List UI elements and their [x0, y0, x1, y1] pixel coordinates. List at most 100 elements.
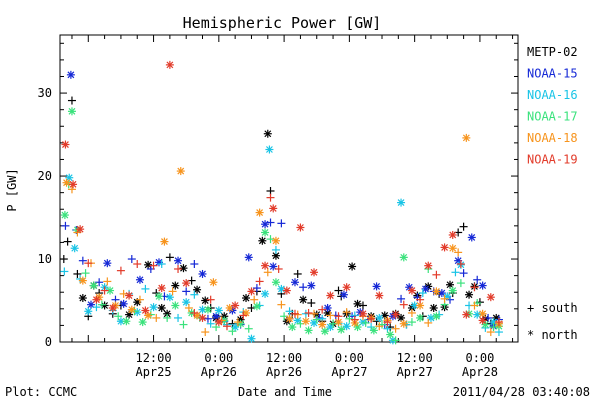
x-tick-label: Apr28 — [462, 365, 498, 379]
data-point — [231, 323, 240, 332]
data-point — [293, 269, 302, 278]
data-point — [60, 211, 69, 220]
data-point — [462, 310, 471, 319]
data-point — [133, 260, 142, 269]
data-point — [407, 318, 416, 327]
data-point — [144, 311, 153, 320]
data-point — [326, 311, 335, 320]
data-point — [372, 282, 381, 291]
data-point — [446, 280, 455, 289]
data-point — [84, 307, 93, 316]
data-point — [261, 261, 270, 270]
data-point — [198, 313, 207, 322]
y-tick-label: 30 — [38, 86, 52, 100]
data-point — [334, 312, 343, 321]
data-point — [391, 324, 400, 333]
data-point — [135, 295, 144, 304]
data-point — [152, 313, 161, 322]
data-point — [165, 253, 174, 262]
data-point — [277, 284, 286, 293]
y-axis-label: P [GW] — [5, 168, 19, 211]
data-point — [454, 248, 463, 257]
data-point — [228, 327, 237, 336]
data-point — [160, 237, 169, 246]
data-point — [478, 316, 487, 325]
data-point — [353, 299, 362, 308]
data-point — [478, 281, 487, 290]
data-point — [432, 287, 441, 296]
data-point — [165, 293, 174, 302]
data-point — [201, 328, 210, 337]
data-point — [489, 323, 498, 332]
data-point — [358, 309, 367, 318]
x-axis-label: Date and Time — [238, 385, 332, 399]
data-point — [67, 107, 76, 116]
data-point — [399, 253, 408, 262]
data-point — [247, 303, 256, 312]
data-point — [144, 260, 153, 269]
data-point — [206, 295, 215, 304]
data-point — [375, 313, 384, 322]
x-tick-label: 12:00 — [266, 351, 302, 365]
data-point — [342, 283, 351, 292]
data-point — [154, 292, 163, 301]
marker-key-entry: * north — [527, 328, 578, 342]
data-point — [290, 278, 299, 287]
data-point — [198, 269, 207, 278]
data-point — [459, 222, 468, 231]
data-point — [494, 318, 503, 327]
data-point — [87, 300, 96, 309]
data-point — [282, 286, 291, 295]
data-point — [244, 253, 253, 262]
data-point — [119, 299, 128, 308]
data-point — [424, 318, 433, 327]
data-point — [448, 286, 457, 295]
data-point — [116, 266, 125, 275]
data-point — [301, 317, 310, 326]
x-tick-label: 12:00 — [397, 351, 433, 365]
data-point — [255, 208, 264, 217]
data-point — [407, 286, 416, 295]
data-point — [486, 293, 495, 302]
data-point — [451, 268, 460, 277]
data-point — [288, 323, 297, 332]
data-point — [84, 259, 93, 268]
data-point — [61, 140, 70, 149]
data-point — [255, 277, 264, 286]
data-point — [416, 295, 425, 304]
data-point — [184, 303, 193, 312]
data-point — [190, 308, 199, 317]
data-point — [299, 295, 308, 304]
data-point — [265, 145, 274, 154]
data-point — [70, 244, 79, 253]
data-point — [421, 284, 430, 293]
data-point — [141, 284, 150, 293]
data-point — [66, 70, 75, 79]
data-point — [318, 305, 327, 314]
data-point — [182, 298, 191, 307]
data-point — [470, 301, 479, 310]
data-point — [440, 294, 449, 303]
x-tick-label: Apr26 — [266, 365, 302, 379]
data-point — [182, 279, 191, 288]
data-point — [193, 285, 202, 294]
legend-entry: NOAA-15 — [527, 67, 578, 81]
chart-title: Hemispheric Power [GW] — [183, 14, 382, 32]
data-point — [114, 312, 123, 321]
x-tick-label: 12:00 — [135, 351, 171, 365]
data-point — [171, 281, 180, 290]
data-point — [448, 244, 457, 253]
data-point — [310, 268, 319, 277]
data-point — [361, 318, 370, 327]
data-point — [345, 314, 354, 323]
data-point — [61, 221, 70, 230]
data-point — [312, 315, 321, 324]
data-point — [141, 306, 150, 315]
legend-entry: NOAA-19 — [527, 153, 578, 167]
data-point — [473, 275, 482, 284]
data-point — [247, 334, 256, 343]
x-tick-label: Apr27 — [397, 365, 433, 379]
data-point — [252, 302, 261, 311]
data-point — [182, 287, 191, 296]
legend-entry: METP-02 — [527, 45, 578, 59]
